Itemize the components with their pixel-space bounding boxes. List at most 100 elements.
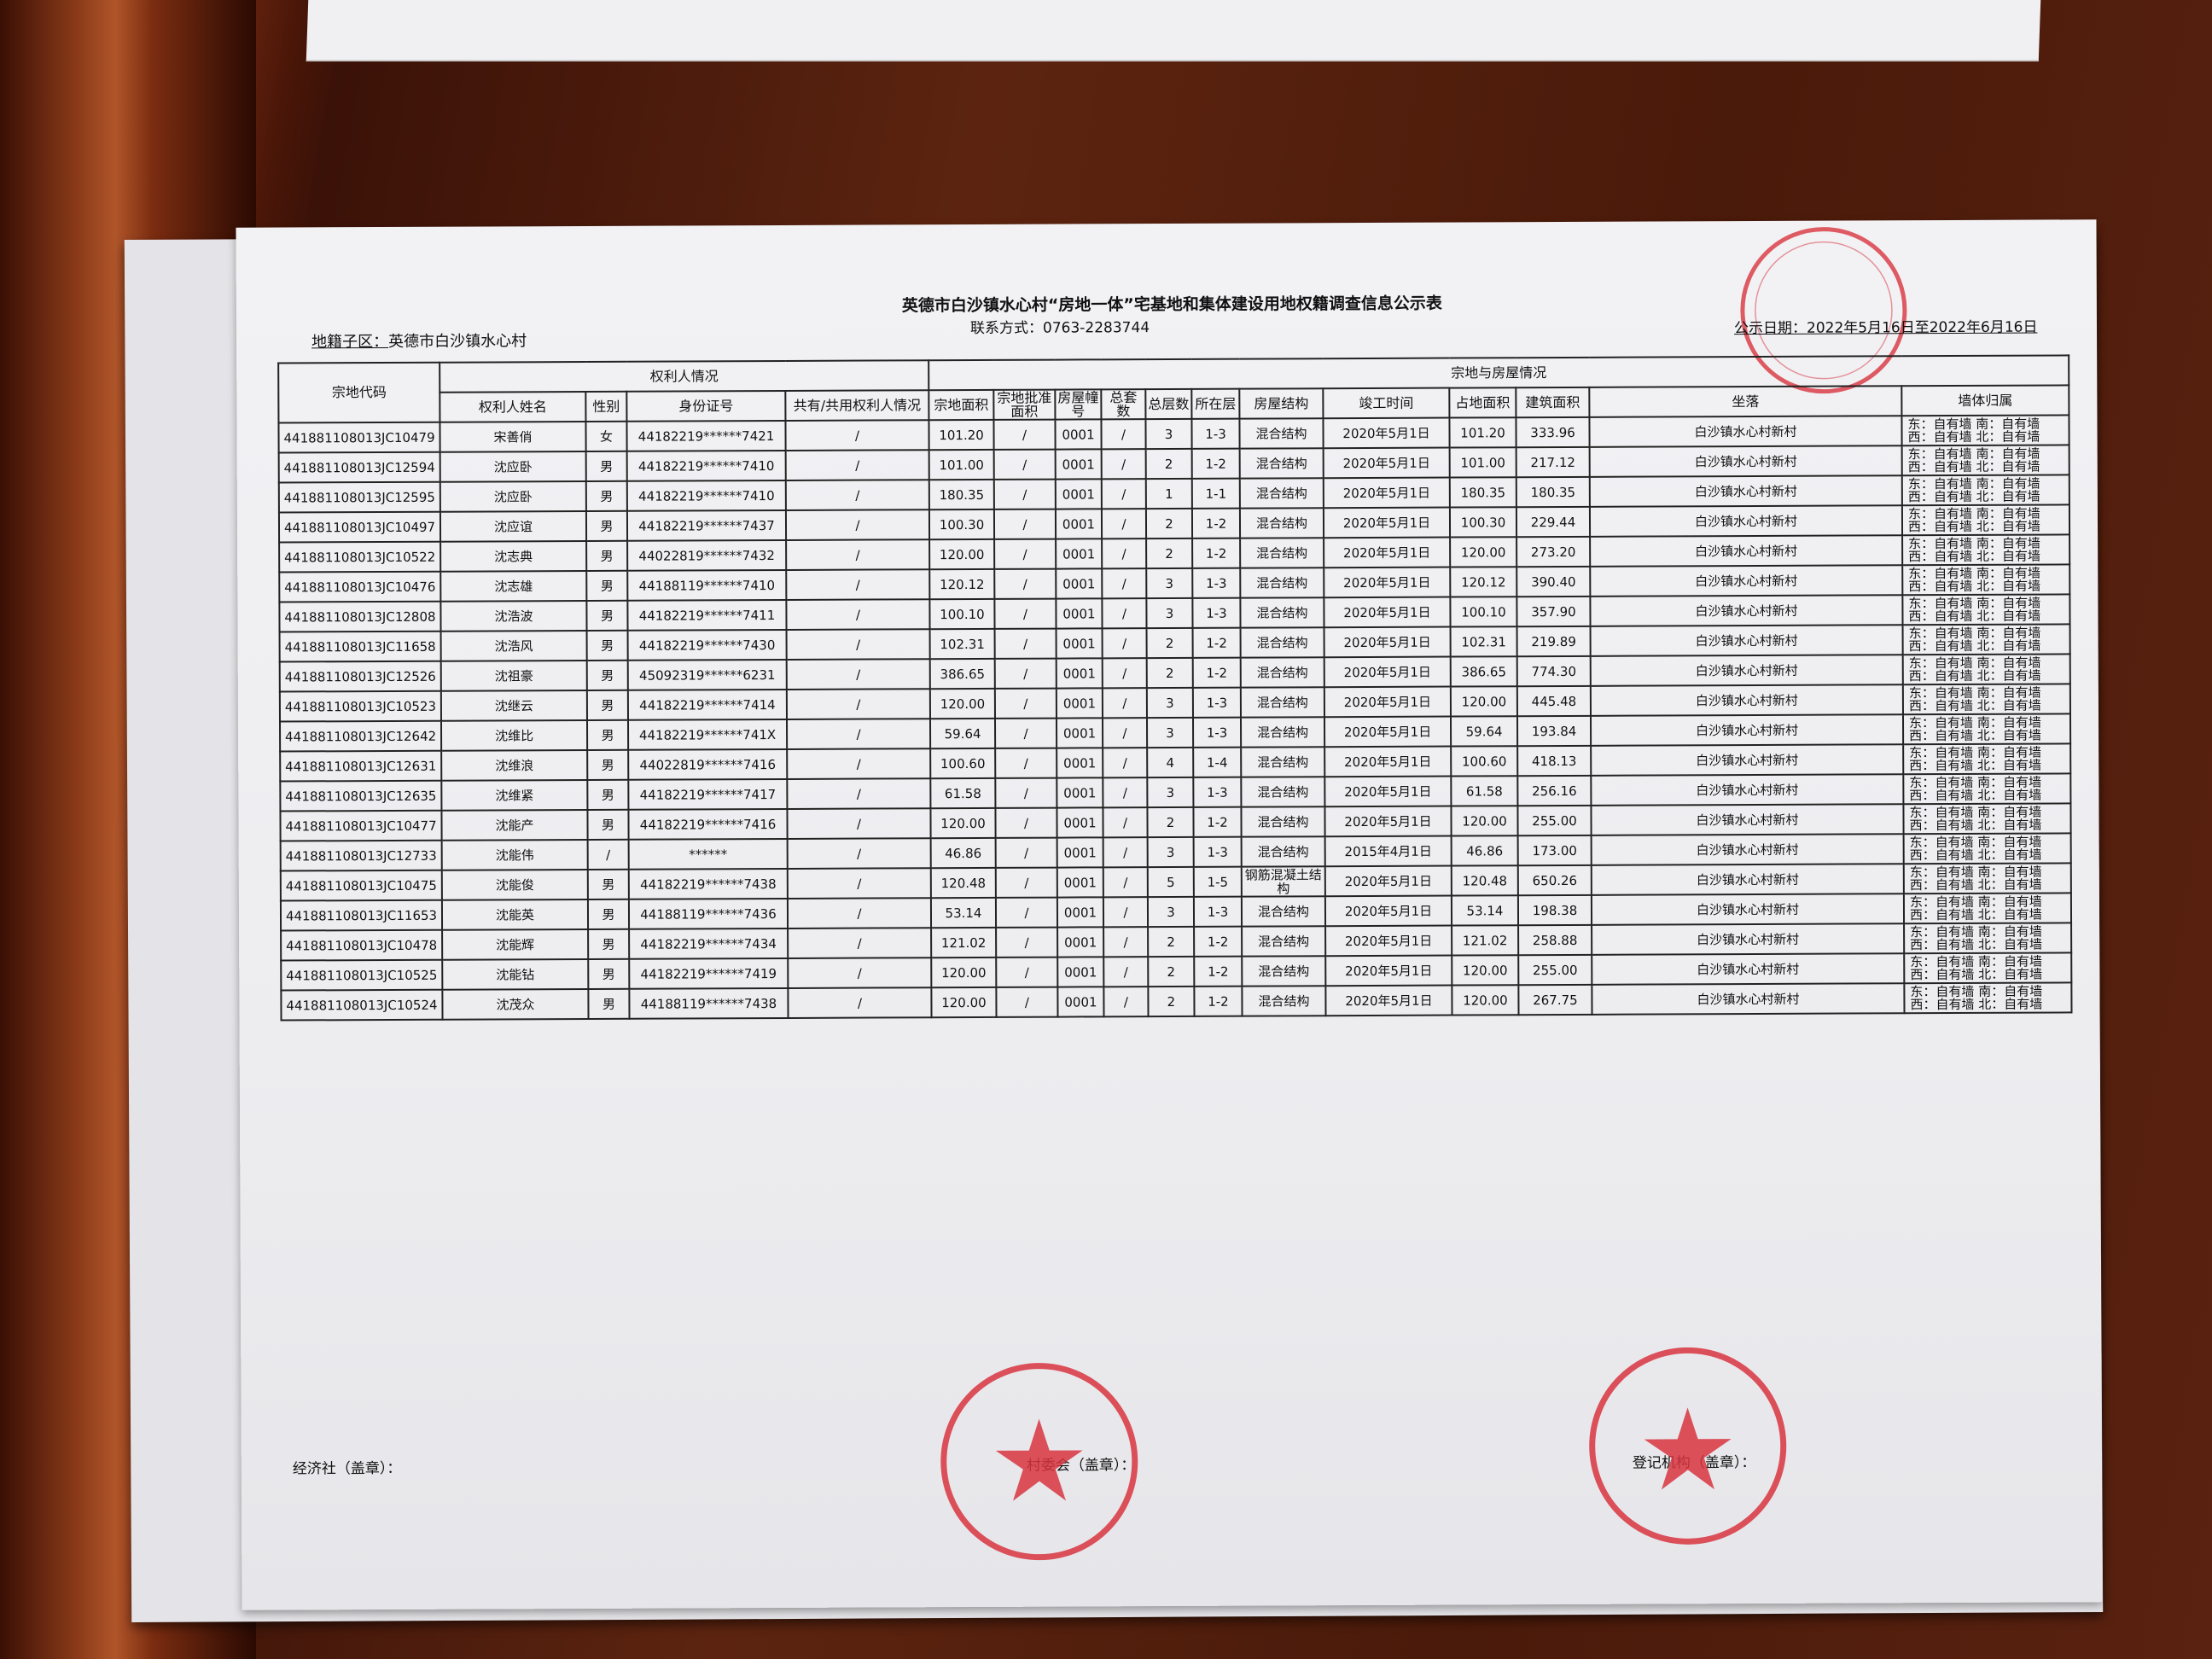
cell-approved: / (995, 837, 1057, 868)
cell-sets: / (1102, 628, 1147, 659)
cell-build: 193.84 (1516, 715, 1592, 747)
cell-name: 沈应谊 (439, 510, 587, 542)
cell-name: 沈祖豪 (440, 660, 587, 691)
cell-code: 441881108013JC10475 (280, 870, 442, 901)
header-sex: 性别 (585, 391, 627, 422)
wall-wall2: 西：自有墙 北：自有墙 (1909, 906, 2042, 923)
cell-bldg: 0001 (1056, 718, 1103, 748)
cell-code: 441881108013JC10525 (281, 959, 443, 991)
cell-struct: 混合结构 (1240, 538, 1324, 568)
cell-shared: / (788, 928, 932, 958)
cell-wall: 东：自有墙 南：自有墙 西：自有墙 北：自有墙 (1904, 952, 2072, 984)
cell-code: 441881108013JC10477 (280, 810, 442, 841)
cell-bldg: 0001 (1055, 479, 1102, 509)
cell-sets: / (1103, 987, 1149, 1017)
cell-id: 44022819******7432 (627, 539, 787, 571)
cell-sex: 男 (586, 540, 628, 571)
cell-approved: / (995, 897, 1058, 928)
cell-name: 宋善俏 (439, 421, 586, 452)
cell-name: 沈能产 (441, 809, 588, 841)
document-title: 英德市白沙镇水心村“房地一体”宅基地和集体建设用地权籍调查信息公示表 (901, 294, 1442, 316)
cell-floors: 3 (1146, 717, 1194, 748)
header-date: 竣工时间 (1323, 387, 1450, 419)
cell-wall: 东：自有墙 南：自有墙 西：自有墙 北：自有墙 (1902, 594, 2070, 626)
cell-shared: / (787, 838, 931, 869)
cell-id: 44182219******7411 (627, 599, 787, 631)
wall-wall2: 西：自有墙 北：自有墙 (1910, 996, 2043, 1012)
cell-name: 沈浩风 (440, 630, 587, 661)
cell-sex: 男 (586, 690, 628, 720)
header-sets: 总套数 (1101, 389, 1146, 420)
cell-area: 101.00 (928, 449, 994, 480)
cell-date: 2020年5月1日 (1324, 597, 1451, 628)
cell-code: 441881108013JC10478 (281, 929, 443, 961)
cell-area: 180.35 (928, 479, 994, 510)
cell-approved: / (994, 598, 1057, 629)
cell-at: 1-3 (1193, 777, 1242, 807)
cell-id: 44182219******7419 (629, 958, 789, 989)
cell-at: 1-3 (1192, 687, 1241, 718)
cell-build: 255.00 (1518, 954, 1592, 986)
cell-wall: 东：自有墙 南：自有墙 西：自有墙 北：自有墙 (1902, 624, 2070, 655)
cell-area: 100.10 (929, 598, 995, 630)
cell-struct: 混合结构 (1241, 836, 1325, 867)
cell-wall: 东：自有墙 南：自有墙 西：自有墙 北：自有墙 (1903, 893, 2072, 924)
cell-code: 441881108013JC12733 (280, 840, 442, 871)
cadastral-table: 宗地代码 权利人情况 宗地与房屋情况 权利人姓名 性别 身份证号 共有/共用权利… (277, 354, 2072, 1021)
wall-wall2: 西：自有墙 北：自有墙 (1908, 667, 2041, 684)
cell-occupy: 120.00 (1450, 686, 1517, 717)
header-wall: 墙体归属 (1901, 385, 2069, 416)
contact-phone: 0763-2283744 (1042, 319, 1150, 337)
wall-wall2: 西：自有墙 北：自有墙 (1908, 578, 2041, 594)
cell-build: 258.88 (1518, 924, 1592, 956)
cell-area: 102.31 (929, 628, 995, 660)
cell-struct: 混合结构 (1241, 777, 1325, 807)
cell-struct: 混合结构 (1241, 806, 1325, 837)
cell-occupy: 61.58 (1451, 776, 1518, 806)
publish-label: 公示日期： (1733, 319, 1807, 338)
cell-struct: 混合结构 (1240, 568, 1324, 598)
cell-code: 441881108013JC12631 (280, 750, 442, 782)
cell-id: 44182219******7430 (627, 629, 787, 661)
cell-shared: / (785, 420, 929, 451)
cell-date: 2020年5月1日 (1323, 447, 1450, 479)
cell-at: 1-3 (1193, 896, 1243, 927)
cell-sex: / (587, 839, 629, 870)
cell-id: 44188119******7436 (628, 898, 789, 929)
cell-build: 229.44 (1516, 506, 1591, 538)
cell-struct: 混合结构 (1239, 448, 1324, 479)
header-area: 宗地面积 (928, 389, 994, 421)
cell-sets: / (1103, 897, 1149, 928)
cell-sex: 男 (586, 719, 629, 750)
cell-location: 白沙镇水心村新村 (1592, 953, 1905, 985)
cell-date: 2020年5月1日 (1324, 895, 1452, 927)
cell-date: 2020年5月1日 (1323, 477, 1450, 509)
wall-wall2: 西：自有墙 北：自有墙 (1907, 428, 2040, 445)
cell-name: 沈维紧 (441, 779, 588, 811)
contact-label: 联系方式： (969, 319, 1044, 338)
cell-shared: / (786, 569, 930, 600)
cell-occupy: 120.00 (1452, 955, 1519, 986)
cell-date: 2020年5月1日 (1324, 806, 1452, 837)
cell-occupy: 120.00 (1451, 806, 1518, 836)
cell-struct: 混合结构 (1240, 717, 1325, 748)
cell-location: 白沙镇水心村新村 (1590, 595, 1903, 626)
wall-wall2: 西：自有墙 北：自有墙 (1909, 876, 2042, 893)
cell-area: 61.58 (930, 777, 996, 809)
cell-date: 2020年5月1日 (1324, 746, 1452, 777)
cell-occupy: 100.30 (1449, 507, 1517, 538)
cell-struct: 混合结构 (1239, 508, 1324, 538)
cell-id: 44182219******7438 (628, 868, 788, 899)
cell-struct: 混合结构 (1241, 747, 1325, 777)
cell-area: 120.00 (929, 688, 995, 719)
cell-location: 白沙镇水心村新村 (1591, 894, 1905, 925)
cell-code: 441881108013JC12526 (279, 661, 441, 692)
cell-approved: / (995, 777, 1057, 808)
cell-struct: 混合结构 (1240, 627, 1324, 658)
cell-id: 44182219******7437 (626, 509, 787, 541)
cell-id: 44188119******7410 (627, 569, 787, 601)
cell-date: 2020年5月1日 (1324, 776, 1452, 807)
cell-sets: / (1102, 538, 1147, 569)
cell-sex: 男 (585, 510, 628, 541)
cell-occupy: 100.60 (1451, 746, 1518, 777)
